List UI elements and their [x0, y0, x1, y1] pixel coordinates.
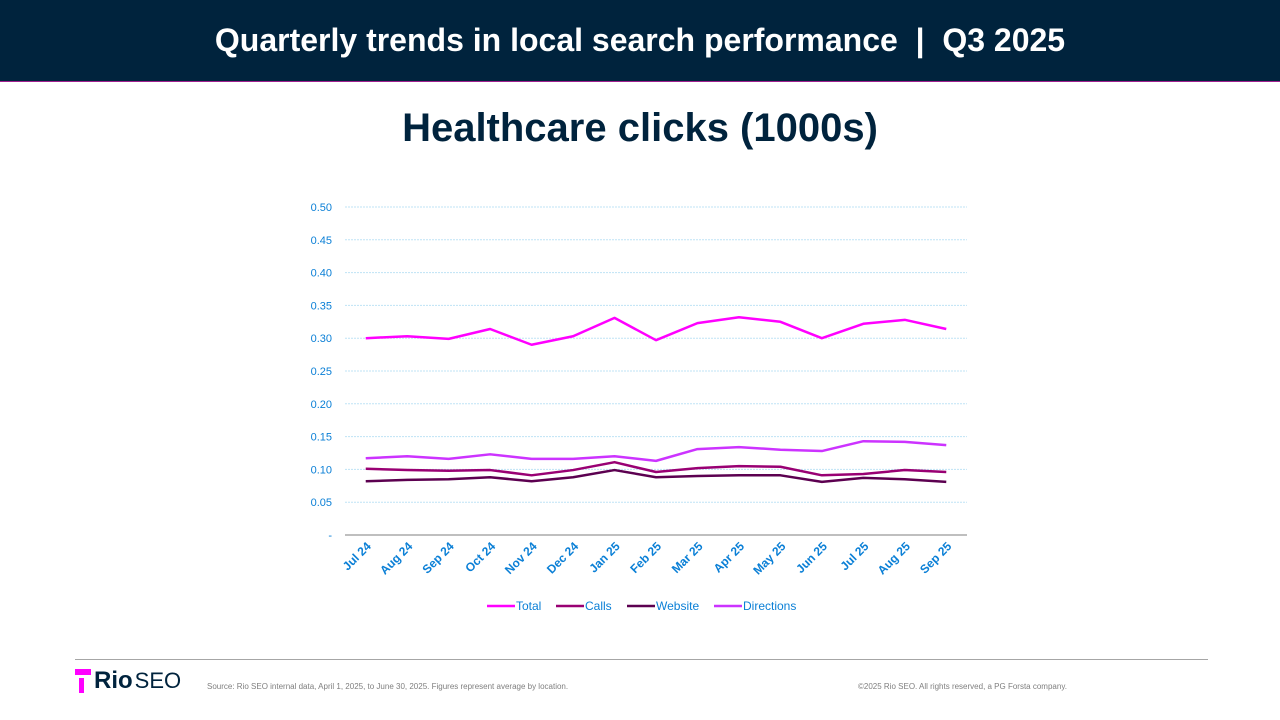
y-tick-label: 0.20 — [311, 399, 332, 411]
x-tick-label: Jun 25 — [793, 539, 830, 576]
header-title: Quarterly trends in local search perform… — [214, 22, 1066, 58]
y-tick-label: 0.30 — [311, 333, 332, 345]
header-bar: Quarterly trends in local search perform… — [0, 0, 1280, 82]
x-tick-label: Jul 25 — [837, 539, 871, 573]
x-tick-label: Sep 24 — [420, 539, 457, 576]
x-tick-label: Aug 25 — [875, 539, 913, 577]
y-tick-label: - — [328, 530, 332, 542]
x-tick-label: May 25 — [750, 539, 788, 577]
footer-divider — [75, 659, 1208, 660]
copyright: ©2025 Rio SEO. All rights reserved, a PG… — [858, 682, 1067, 691]
y-tick-label: 0.10 — [311, 464, 332, 476]
x-tick-label: Sep 25 — [917, 539, 954, 576]
x-tick-label: Apr 25 — [711, 539, 748, 576]
chart-title: Healthcare clicks (1000s) — [402, 106, 878, 150]
series-line-calls — [365, 460, 947, 477]
y-tick-label: 0.40 — [311, 268, 332, 280]
series-line-directions — [365, 439, 947, 463]
x-tick-label: Aug 24 — [377, 539, 415, 577]
series-line-total — [365, 315, 947, 347]
x-tick-label: Dec 24 — [544, 539, 581, 576]
series-line-website — [365, 468, 947, 484]
x-tick-label: Oct 24 — [462, 539, 498, 575]
legend-label: Calls — [585, 599, 612, 613]
y-tick-label: 0.15 — [311, 432, 332, 444]
rio-seo-logo: Rio SEO — [75, 667, 181, 695]
y-tick-label: 0.25 — [311, 366, 332, 378]
x-tick-label: Jan 25 — [586, 539, 623, 576]
x-tick-label: Mar 25 — [669, 539, 706, 576]
legend-label: Directions — [743, 599, 796, 613]
legend-label: Website — [656, 599, 699, 613]
x-tick-label: Feb 25 — [627, 539, 664, 576]
x-tick-label: Nov 24 — [502, 539, 540, 577]
source-note: Source: Rio SEO internal data, April 1, … — [207, 682, 569, 691]
y-tick-label: 0.05 — [311, 497, 332, 509]
y-tick-label: 0.50 — [311, 202, 332, 214]
y-tick-label: 0.35 — [311, 300, 332, 312]
y-tick-label: 0.45 — [311, 235, 332, 247]
legend-label: Total — [516, 599, 541, 613]
x-tick-label: Jul 24 — [340, 539, 374, 573]
logo-mark-icon — [75, 669, 91, 693]
